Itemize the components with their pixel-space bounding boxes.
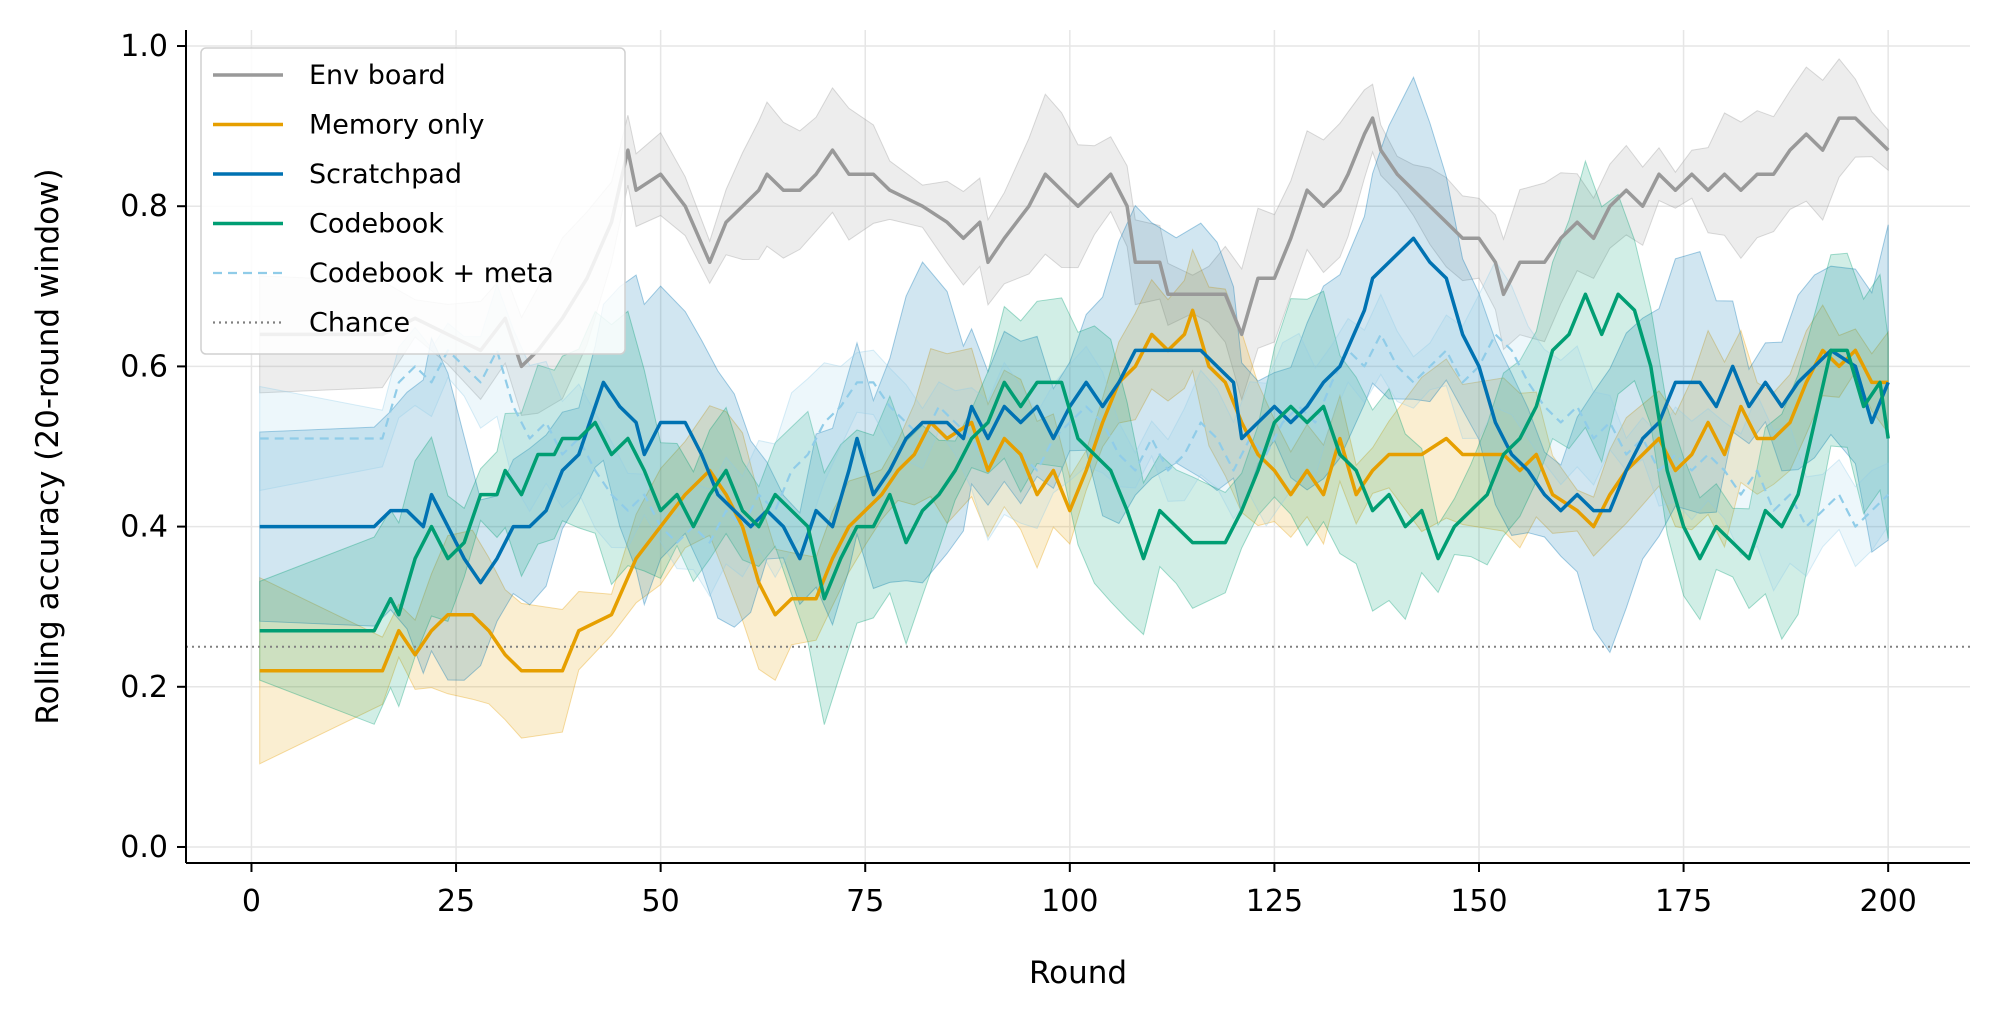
band-codebook [259, 159, 1889, 725]
line-codebook [259, 292, 1890, 633]
legend-entry-label: Memory only [309, 110, 485, 141]
axes [185, 30, 1970, 864]
x-tick-label: 125 [1246, 884, 1303, 919]
y-tick-label: 0.2 [120, 670, 168, 705]
band-scratchpad [259, 76, 1889, 681]
line-env-board [259, 116, 1890, 369]
legend: Env board Memory only Scratchpad Codebook Co… [200, 47, 626, 355]
x-tick-label: 175 [1655, 884, 1712, 919]
legend-frame [200, 47, 626, 355]
legend-entry-label: Scratchpad [309, 159, 462, 190]
x-tick-label: 150 [1450, 884, 1507, 919]
y-tick-label: 0.4 [120, 510, 168, 545]
y-tick-label: 1.0 [120, 29, 168, 64]
legend-entry-label: Env board [309, 60, 446, 91]
line-scratchpad [259, 236, 1890, 585]
y-tick-label: 0.0 [120, 830, 168, 865]
x-axis-label: Round [1029, 955, 1127, 991]
x-tick-label: 100 [1041, 884, 1098, 919]
legend-entry-label: Chance [309, 308, 410, 339]
series-lines [259, 116, 1890, 673]
x-tick-label: 75 [846, 884, 884, 919]
legend-entry-label: Codebook + meta [309, 258, 554, 289]
x-tick-label: 0 [242, 884, 261, 919]
x-axis-ticks: 0 25 50 75 100 125 150 175 200 [242, 863, 1917, 919]
y-tick-label: 0.6 [120, 349, 168, 384]
legend-entry-label: Codebook [309, 209, 444, 240]
x-tick-label: 50 [642, 884, 680, 919]
x-tick-label: 25 [437, 884, 475, 919]
band-env-board [259, 58, 1889, 416]
line-memory-only [259, 308, 1889, 673]
x-tick-label: 200 [1860, 884, 1917, 919]
y-tick-label: 0.8 [120, 189, 168, 224]
y-axis-label: Rolling accuracy (20-round window) [30, 168, 66, 724]
y-axis-ticks: 0.0 0.2 0.4 0.6 0.8 1.0 [120, 29, 186, 865]
